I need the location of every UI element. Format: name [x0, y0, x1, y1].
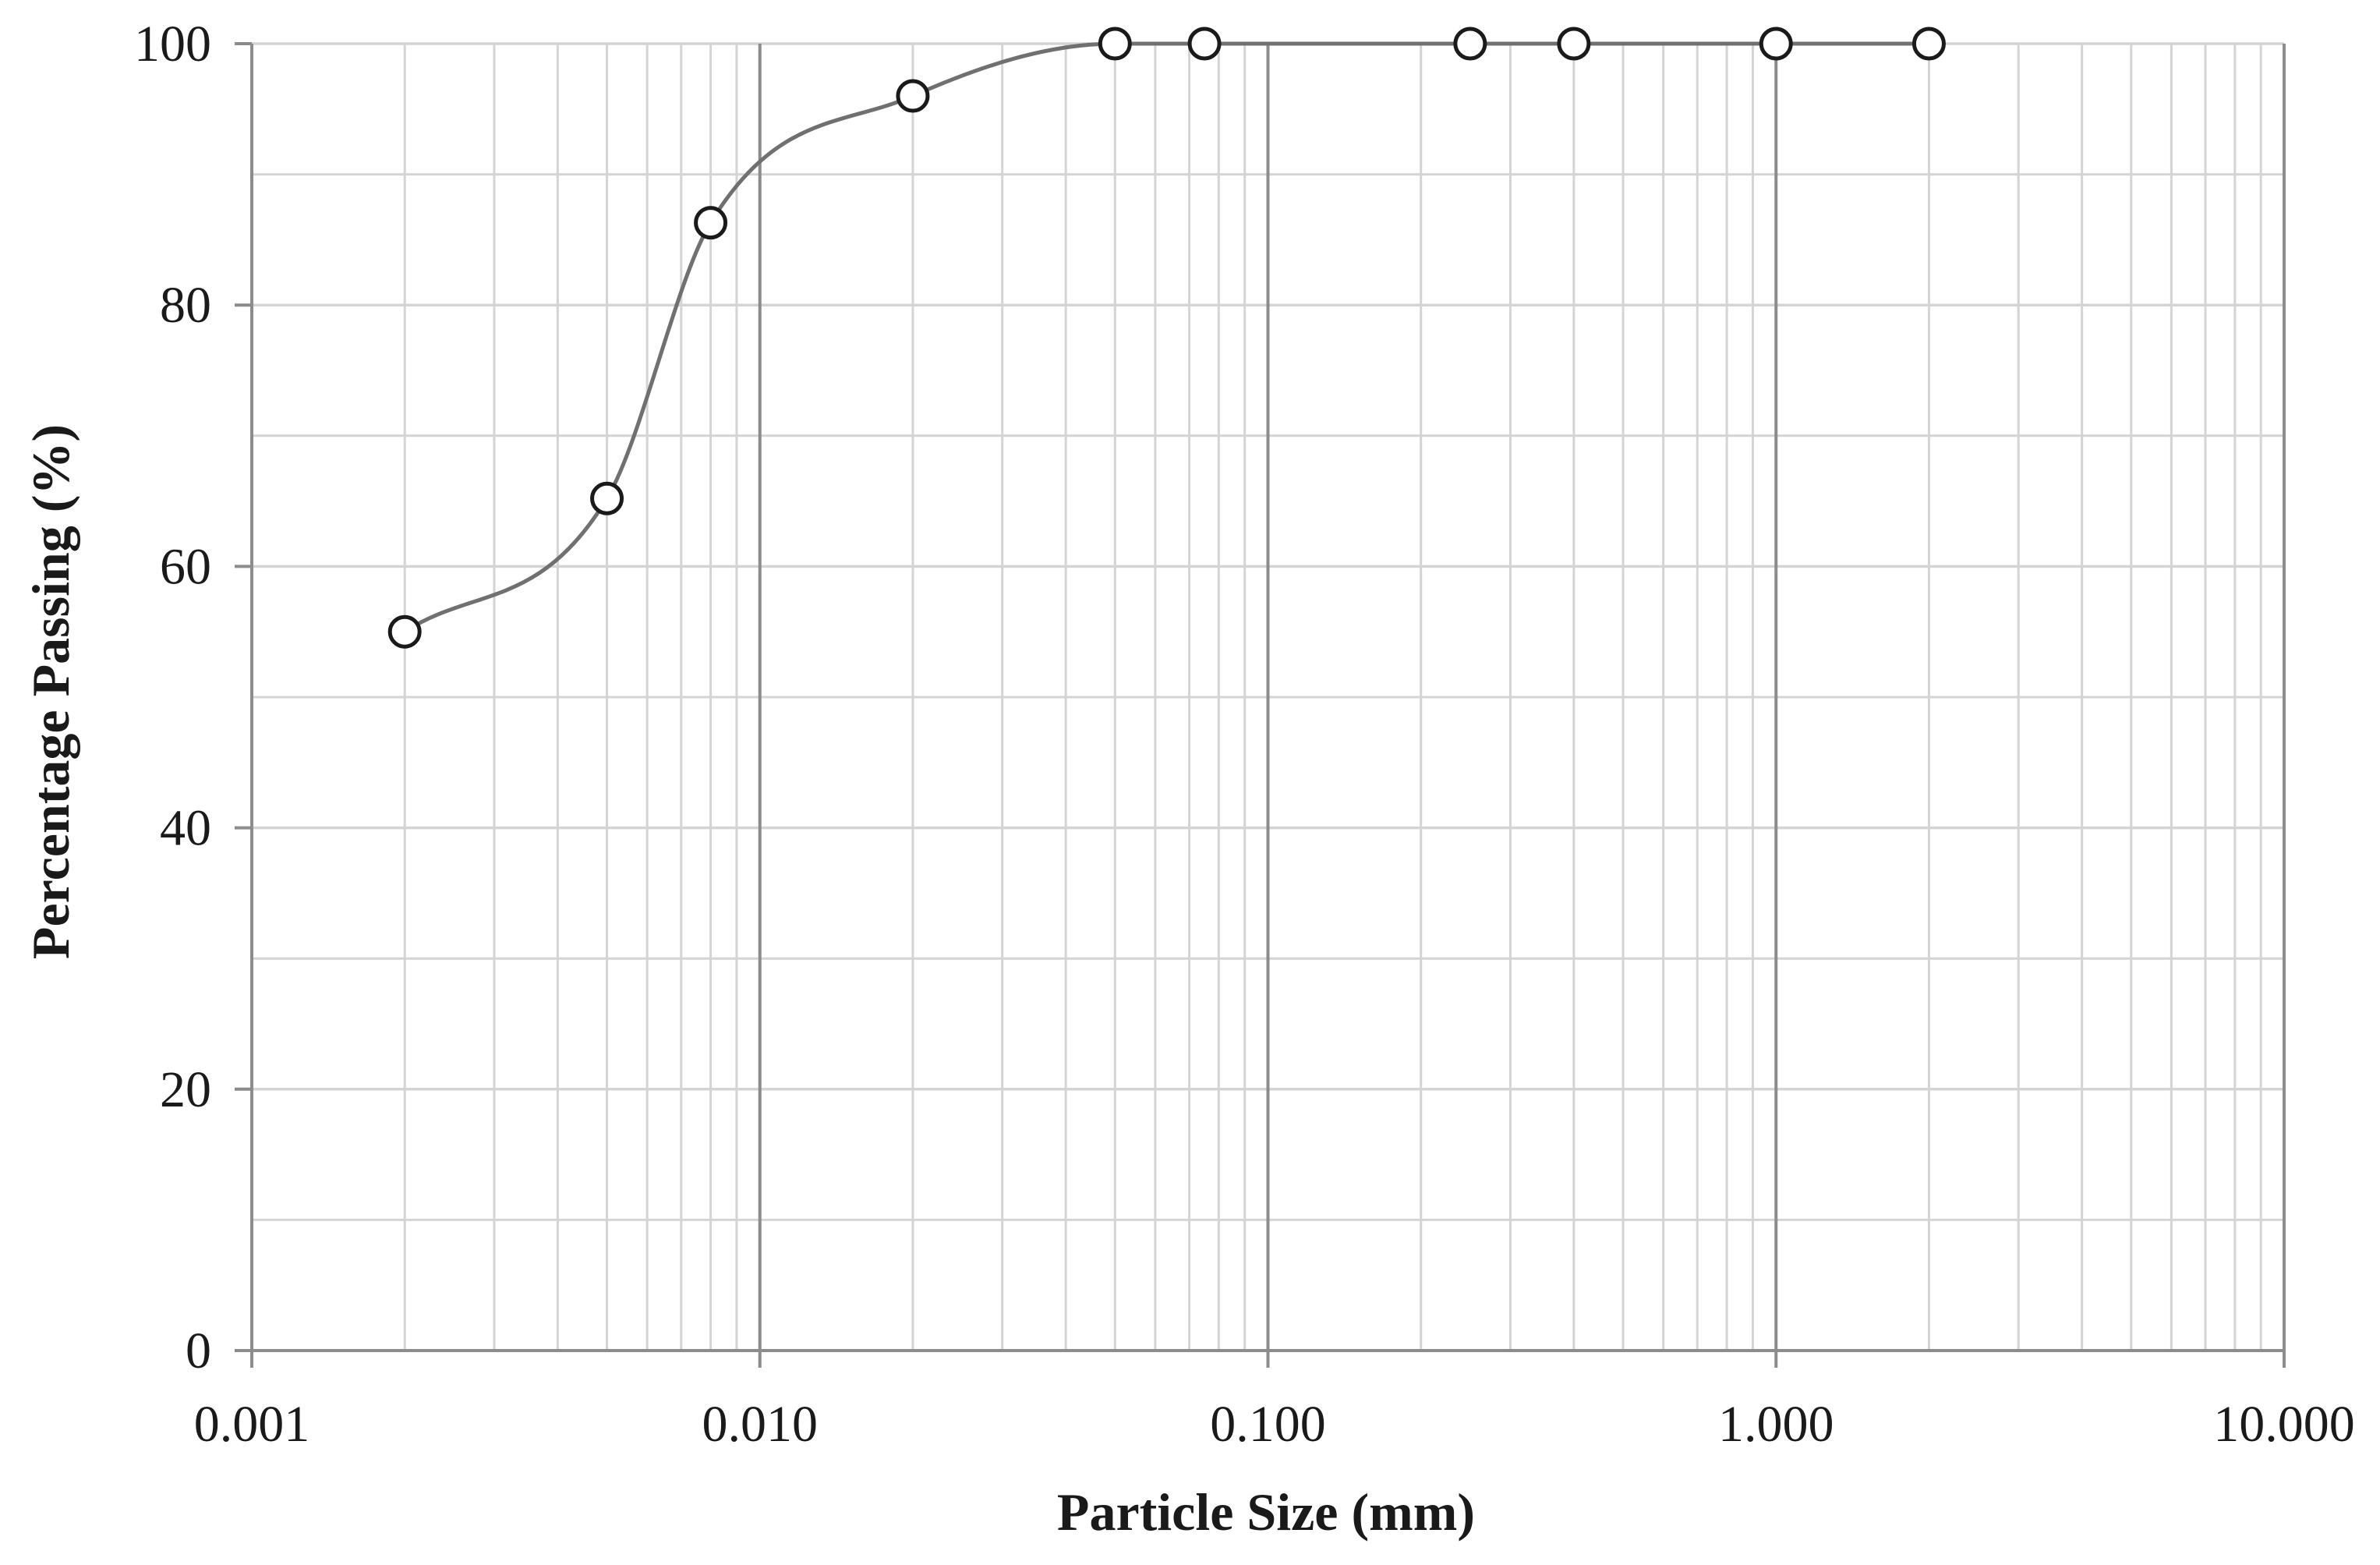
grid-layer	[250, 42, 2286, 1352]
y-tick-label: 40	[160, 800, 211, 857]
x-tick-label: 0.010	[702, 1396, 819, 1453]
series-curve	[403, 41, 1929, 634]
data-point	[1098, 27, 1132, 61]
y-tick-label: 60	[160, 538, 211, 595]
x-tick-label: 0.100	[1210, 1396, 1326, 1453]
y-tick-label: 0	[186, 1322, 211, 1379]
y-axis-title: Percentage Passing (%)	[21, 424, 80, 959]
y-tick-label: 100	[134, 16, 211, 73]
data-point	[1759, 27, 1793, 61]
x-tick-label: 1.000	[1718, 1396, 1834, 1453]
curve-layer	[403, 41, 1929, 634]
marker-layer	[387, 27, 1946, 649]
x-tick-label: 0.001	[194, 1396, 310, 1453]
data-point	[1187, 27, 1222, 61]
data-point	[387, 614, 422, 649]
data-point	[896, 79, 930, 113]
data-point	[1911, 27, 1946, 61]
data-point	[1557, 27, 1591, 61]
data-point	[1453, 27, 1487, 61]
data-point	[694, 206, 728, 240]
data-point	[590, 481, 624, 515]
x-tick-label: 10.000	[2213, 1396, 2355, 1453]
y-tick-label: 20	[160, 1061, 211, 1118]
y-tick-label: 80	[160, 277, 211, 334]
label-layer: 0 20 40 60 80 100 0.001 0.010 0.100 1.000 10.000	[134, 16, 2355, 1453]
x-axis-title: Particle Size (mm)	[1057, 1482, 1475, 1542]
axis-layer	[235, 42, 2286, 1368]
